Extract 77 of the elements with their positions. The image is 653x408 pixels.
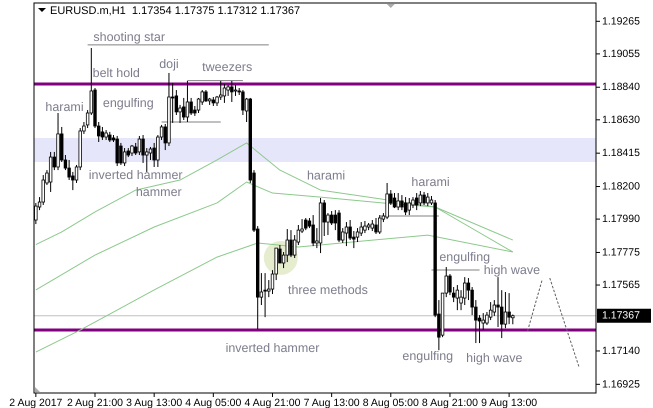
candlestick — [115, 135, 119, 167]
y-tick-label: 1.18200 — [602, 180, 640, 193]
candlestick — [186, 80, 190, 122]
candlestick — [370, 220, 374, 232]
candlestick — [414, 192, 418, 211]
annotation: harami — [45, 100, 84, 114]
annotation: three methods — [288, 282, 368, 297]
candlestick — [122, 148, 126, 167]
candlestick — [304, 218, 308, 231]
candlestick — [138, 135, 142, 156]
candlestick — [392, 192, 396, 209]
annotation: engulfing — [402, 349, 454, 364]
annotation: engulfing — [102, 96, 154, 110]
candlestick — [400, 194, 404, 211]
x-tick-label: 2 Aug 21:00 — [66, 397, 124, 408]
annotation: inverted hammer — [88, 168, 183, 182]
y-tick-label: 1.16925 — [602, 378, 640, 390]
candlestick — [422, 191, 426, 206]
candlestick — [344, 222, 348, 247]
chart-title: EURUSD.m,H1 1.17354 1.17375 1.17312 1.17367 — [50, 5, 300, 17]
y-tick-label: 1.17140 — [602, 344, 640, 357]
candlestick — [456, 284, 460, 311]
annotation: inverted hammer — [226, 341, 320, 356]
annotation: belt hold — [92, 66, 140, 80]
candlestick — [204, 90, 208, 102]
annotation: engulfing — [439, 250, 490, 264]
x-tick-label: 7 Aug 13:00 — [304, 397, 360, 408]
candlestick — [189, 97, 193, 116]
candlestick — [507, 292, 511, 325]
candlestick — [408, 198, 411, 216]
candlestick — [363, 220, 367, 234]
candlestick — [108, 131, 112, 142]
candlestick — [504, 292, 508, 329]
y-tick-label: 1.17775 — [602, 246, 640, 258]
candlestick — [418, 190, 422, 207]
candlestick — [378, 214, 382, 234]
candlestick — [182, 97, 186, 120]
y-tick-label: 1.19055 — [602, 48, 640, 60]
y-tick-label: 1.17990 — [602, 213, 640, 226]
candlestick — [263, 272, 267, 318]
candlestick — [311, 214, 315, 247]
candlestick — [463, 276, 466, 306]
y-tick-label: 1.17565 — [602, 279, 640, 292]
x-tick-label: 4 Aug 05:00 — [185, 397, 242, 408]
ref-line-label: 1.17367 — [602, 310, 640, 322]
annotation: doji — [159, 56, 179, 71]
annotation: harami — [411, 175, 450, 190]
candlestick — [104, 130, 108, 140]
candlestick — [289, 230, 293, 258]
candlestick — [488, 302, 492, 321]
candlestick — [230, 80, 234, 102]
candlestick — [385, 182, 389, 220]
candlestick — [234, 84, 238, 96]
annotation: harami — [306, 168, 346, 183]
x-tick-label: 8 Aug 05:00 — [362, 397, 419, 408]
candlestick — [130, 144, 134, 156]
candlestick — [222, 83, 226, 104]
y-tick-label: 1.19265 — [602, 15, 640, 28]
annotation: high wave — [484, 262, 540, 277]
x-tick-label: 8 Aug 21:00 — [422, 397, 478, 408]
x-tick-label: 4 Aug 21:00 — [244, 397, 301, 408]
candlestick — [426, 192, 430, 207]
annotation: shooting star — [93, 30, 165, 44]
candlestick — [119, 142, 123, 166]
x-tick-label: 9 Aug 13:00 — [481, 397, 538, 408]
candlestick — [404, 196, 408, 216]
candlestick — [374, 218, 378, 234]
x-tick-label: 2 Aug 2017 — [9, 397, 63, 408]
annotation: high wave — [466, 351, 523, 366]
candlestick — [396, 192, 400, 211]
candlestick — [100, 126, 104, 140]
x-tick-label: 3 Aug 13:00 — [126, 397, 182, 408]
y-tick-label: 1.18415 — [602, 147, 640, 160]
annotation: hammer — [136, 184, 182, 199]
annotation: tweezers — [202, 60, 252, 74]
y-tick-label: 1.18840 — [602, 81, 640, 94]
y-tick-label: 1.18630 — [602, 114, 640, 126]
